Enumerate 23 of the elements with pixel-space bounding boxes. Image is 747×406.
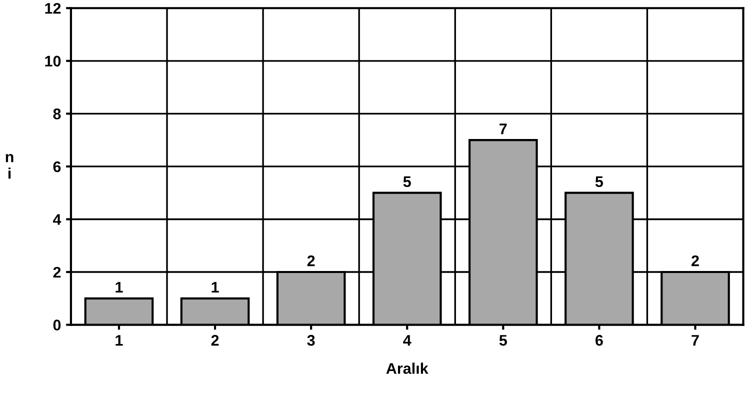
y-tick-label: 8 bbox=[53, 108, 61, 120]
x-tick-label: 6 bbox=[596, 334, 603, 346]
y-tick-label: 10 bbox=[45, 56, 61, 67]
data-label: 1 bbox=[212, 282, 219, 292]
x-tick-label: 4 bbox=[403, 335, 412, 346]
data-label: 1 bbox=[116, 282, 123, 292]
x-tick-label: 2 bbox=[211, 334, 219, 346]
data-label: 5 bbox=[403, 176, 411, 188]
y-tick-label: 6 bbox=[53, 161, 61, 172]
data-label: 7 bbox=[500, 124, 507, 134]
x-tick-label: 5 bbox=[499, 335, 507, 346]
x-tick-label: 1 bbox=[116, 335, 123, 346]
data-label: 2 bbox=[307, 255, 315, 266]
y-axis-title: n i bbox=[6, 154, 14, 179]
data-label: 5 bbox=[595, 176, 604, 188]
y-tick-label: 2 bbox=[53, 266, 61, 278]
x-axis-title: Aralık bbox=[386, 362, 428, 374]
data-label: 2 bbox=[692, 255, 699, 266]
y-tick-label: 0 bbox=[53, 320, 61, 330]
x-tick-label: 7 bbox=[692, 335, 699, 346]
y-tick-label: 12 bbox=[45, 2, 61, 14]
y-tick-label: 4 bbox=[52, 214, 62, 225]
x-tick-label: 3 bbox=[307, 334, 315, 346]
